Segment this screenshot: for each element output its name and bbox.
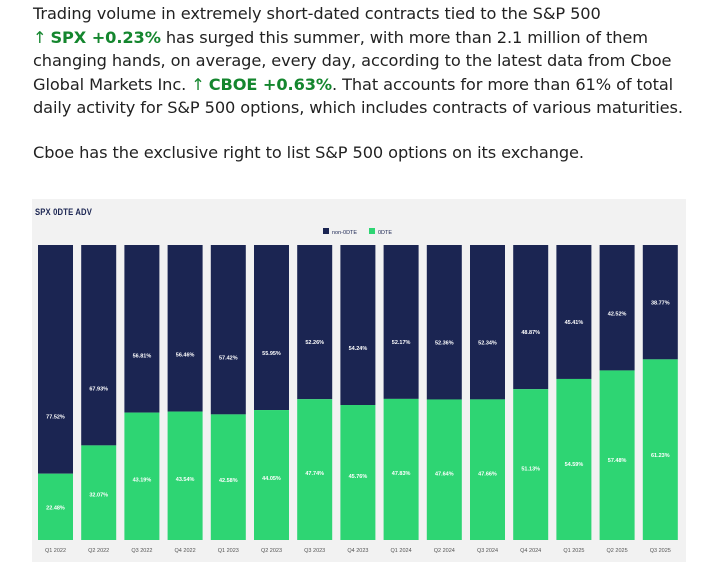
data-label-0dte: 54.59% [565,462,584,468]
data-label-0dte: 32.07% [89,492,108,498]
x-tick-label: Q2 2022 [88,548,109,554]
spx-ticker-symbol: SPX [50,27,87,47]
bar-non-0dte [254,245,289,411]
stacked-bar-chart: non-0DTE 0DTE 77.52% 22.48% Q1 2022 67.93% 32.… [38,228,678,554]
data-label-0dte: 47.66% [478,471,497,477]
data-label-non-0dte: 52.36% [435,340,454,346]
data-label-non-0dte: 38.77% [651,300,670,306]
cboe-ticker-change: +0.63% [262,74,333,94]
bar-0dte [642,359,678,540]
x-tick-label: Q2 2025 [607,548,628,554]
bar-0dte [383,398,419,540]
data-label-0dte: 57.48% [608,458,627,464]
paragraph-1-text-a: Trading volume in extremely short-dated … [33,4,601,23]
paragraph-2: Cboe has the exclusive right to list S&P… [33,142,584,162]
data-label-non-0dte: 57.42% [219,355,238,361]
bar-non-0dte [167,245,203,412]
x-tick-label: Q1 2023 [218,548,239,554]
up-arrow-icon: ↑ [191,74,205,94]
data-label-non-0dte: 56.46% [176,353,195,359]
data-label-non-0dte: 45.41% [565,320,584,326]
spx-ticker-link[interactable]: ↑ SPX +0.23% [33,28,161,47]
data-label-0dte: 45.76% [349,474,368,480]
paragraph-1-text-b: has surged this summer, with more than 2… [33,27,672,94]
bar-non-0dte [297,245,333,400]
paragraph-1: Trading volume in extremely short-dated … [33,2,708,120]
data-label-non-0dte: 55.95% [262,351,281,357]
x-tick-label: Q2 2023 [261,548,282,554]
x-tick-label: Q3 2025 [650,548,671,554]
bar-0dte [210,414,246,540]
legend-label-non-0dte: non-0DTE [332,230,357,236]
bar-0dte [38,473,73,540]
x-tick-label: Q1 2024 [391,548,412,554]
bar-non-0dte [470,245,505,400]
data-label-non-0dte: 54.24% [349,346,368,352]
data-label-non-0dte: 56.81% [133,354,152,360]
data-label-0dte: 51.13% [521,467,540,473]
up-arrow-icon: ↑ [33,27,47,47]
bar-0dte [556,378,592,540]
data-label-0dte: 43.19% [133,477,152,483]
article-body: Trading volume in extremely short-dated … [33,2,708,165]
data-label-non-0dte: 67.93% [89,386,108,392]
bar-non-0dte [210,245,246,415]
bar-non-0dte [513,245,549,390]
bar-non-0dte [556,245,592,379]
bar-non-0dte [426,245,462,400]
data-label-0dte: 61.23% [651,453,670,459]
bar-0dte [513,389,549,540]
bar-non-0dte [599,245,635,371]
paragraph-1-text-c: . That accounts for more than 61% of tot… [33,74,683,118]
bar-non-0dte [340,245,376,406]
bar-0dte [81,445,117,540]
x-tick-label: Q1 2025 [563,548,584,554]
data-label-0dte: 44.05% [262,476,281,482]
legend-swatch-non-0dte [323,228,329,234]
chart-title: SPX 0DTE ADV [35,207,93,217]
x-tick-label: Q1 2022 [45,548,66,554]
cboe-ticker-symbol: CBOE [208,74,258,94]
bar-0dte [124,412,160,540]
bar-0dte [470,399,505,540]
data-label-0dte: 47.83% [392,471,411,477]
data-label-non-0dte: 42.52% [608,311,627,317]
cboe-ticker-link[interactable]: ↑ CBOE +0.63% [191,75,332,94]
bar-0dte [254,410,289,540]
x-tick-label: Q2 2024 [434,548,455,554]
x-tick-label: Q3 2023 [304,548,325,554]
bar-non-0dte [383,245,419,399]
x-tick-label: Q4 2023 [347,548,368,554]
bar-non-0dte [81,245,117,446]
bar-0dte [297,399,333,540]
data-label-non-0dte: 77.52% [46,415,65,421]
x-tick-label: Q3 2022 [131,548,152,554]
data-label-0dte: 22.48% [46,505,65,511]
bar-0dte [426,399,462,540]
chart-container: SPX 0DTE ADV non-0DTE 0DTE 77.52% 22.48% Q1 … [32,199,686,562]
data-label-non-0dte: 52.34% [478,340,497,346]
data-label-0dte: 42.58% [219,478,238,484]
data-label-non-0dte: 52.17% [392,340,411,346]
spx-ticker-change: +0.23% [91,27,161,47]
bar-non-0dte [642,245,678,360]
data-label-0dte: 43.54% [176,477,195,483]
data-label-0dte: 47.74% [305,471,324,477]
data-label-0dte: 47.64% [435,471,454,477]
bar-non-0dte [124,245,160,413]
bar-0dte [340,405,376,540]
data-label-non-0dte: 48.87% [521,330,540,336]
data-label-non-0dte: 52.26% [305,340,324,346]
x-tick-label: Q3 2024 [477,548,498,554]
bar-non-0dte [38,245,73,474]
legend-label-0dte: 0DTE [378,230,392,236]
bar-0dte [167,411,203,540]
x-tick-label: Q4 2022 [175,548,196,554]
bar-0dte [599,370,635,540]
legend-swatch-0dte [369,228,375,234]
x-tick-label: Q4 2024 [520,548,541,554]
